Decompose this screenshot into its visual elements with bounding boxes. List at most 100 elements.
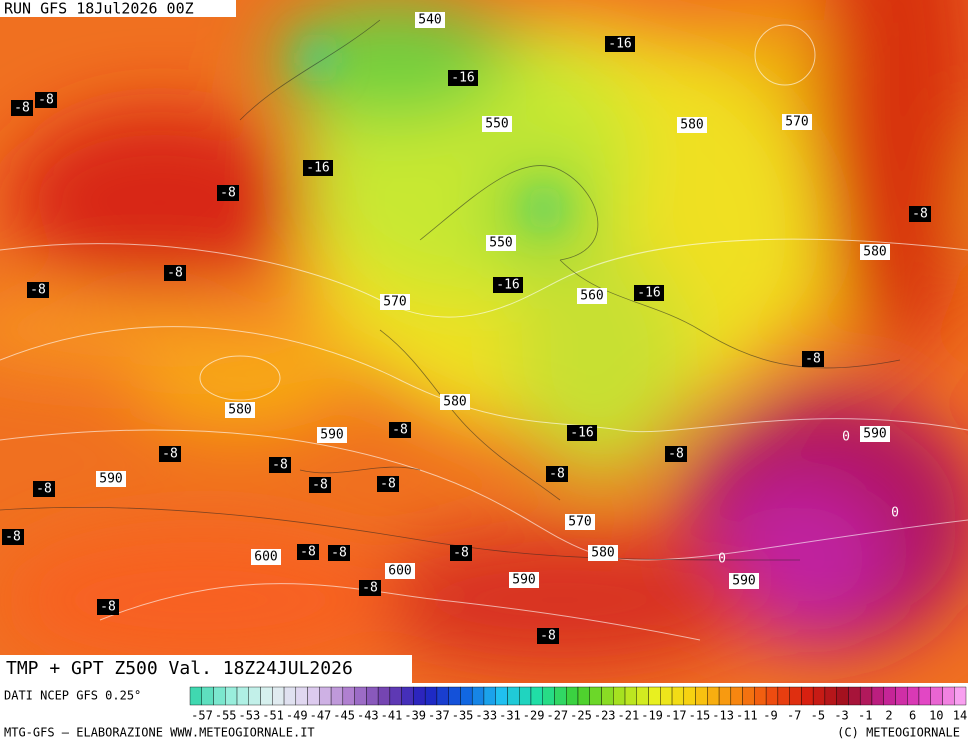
colorbar-label: -27: [546, 709, 568, 723]
colorbar-swatch: [213, 686, 226, 706]
height-label: 590: [512, 573, 535, 588]
colorbar-swatch: [765, 686, 779, 706]
footer-title-box: [0, 655, 412, 683]
colorbar-label: -13: [712, 709, 734, 723]
colorbar-label: -39: [404, 709, 426, 723]
colorbar-swatch: [471, 686, 485, 706]
colorbar-swatch: [718, 686, 732, 706]
temperature-label-box: [605, 36, 635, 52]
map-labels: 540 550 580 570 550 560 580 570 580 580 590 590 590 5…: [2, 12, 931, 644]
height-label-box: [588, 545, 618, 561]
height-label-box: [225, 402, 255, 418]
height-label: 540: [418, 13, 441, 28]
temperature-label-box: [909, 206, 931, 222]
height-label-box: [440, 394, 470, 410]
colorbar-swatch: [812, 686, 826, 706]
colorbar-swatch: [777, 686, 790, 706]
colorbar-swatch: [507, 686, 520, 706]
temperature-label-box: [164, 265, 186, 281]
temperature-label: -16: [637, 286, 660, 301]
coastlines: [0, 19, 901, 561]
colorbar-swatch: [789, 686, 802, 706]
colorbar-label: -47: [310, 709, 332, 723]
colorbar-swatch: [848, 686, 861, 706]
colorbar-swatch: [295, 686, 308, 706]
colorbar-swatch: [907, 686, 920, 706]
colorbar-swatch: [942, 686, 955, 706]
height-label: 590: [732, 574, 755, 589]
temperature-label: -16: [608, 37, 631, 52]
colorbar-swatch: [483, 686, 496, 706]
height-label-box: [96, 471, 126, 487]
height-label: 580: [863, 245, 886, 260]
colorbar-label: -37: [428, 709, 450, 723]
run-label: RUN GFS 18Jul2026 00Z: [4, 0, 194, 18]
temperature-label: -16: [451, 71, 474, 86]
temperature-label: -8: [805, 352, 821, 367]
colorbar-swatch: [236, 686, 249, 706]
temperature-label-box: [269, 457, 291, 473]
colorbar-swatch: [330, 686, 344, 706]
height-label-box: [486, 235, 516, 251]
temperature-label-box: [448, 70, 478, 86]
colorbar-swatch: [836, 686, 849, 706]
temperature-label-box: [389, 422, 411, 438]
height-label: 560: [580, 289, 603, 304]
colorbar-swatch: [448, 686, 461, 706]
colorbar-swatch: [883, 686, 896, 706]
colorbar-label: -43: [357, 709, 379, 723]
colorbar-label: -9: [763, 709, 777, 723]
zero-label: 0: [842, 430, 850, 445]
temperature-label-box: [309, 477, 331, 493]
colorbar-swatch: [530, 686, 543, 706]
temperature-label: -16: [570, 426, 593, 441]
copyright: (C) METEOGIORNALE: [837, 726, 960, 740]
product-title: TMP + GPT Z500 Val. 18Z24JUL2026: [6, 658, 353, 679]
colorbar-swatch: [319, 686, 332, 706]
colorbar-label: -41: [381, 709, 403, 723]
temperature-label: -8: [912, 207, 928, 222]
colorbar-swatch: [542, 686, 555, 706]
colorbar-swatch: [801, 686, 814, 706]
cold-cores: [304, 44, 557, 220]
colorbar: -57 -55 -53 -51 -49 -47 -45 -43 -41 -39 -37 -35 -33-…: [189, 686, 967, 723]
height-label: 550: [489, 236, 512, 251]
colorbar-label: 2: [885, 709, 892, 723]
colorbar-swatch: [577, 686, 590, 706]
colorbar-label: 10: [929, 709, 943, 723]
height-label: 580: [443, 395, 466, 410]
colorbar-label: -57: [191, 709, 213, 723]
colorbar-swatch: [342, 686, 355, 706]
colorbar-swatch: [260, 686, 273, 706]
colorbar-swatch: [248, 686, 261, 706]
temperature-label-box: [802, 351, 824, 367]
colorbar-label: -21: [618, 709, 640, 723]
temperature-label-box: [11, 100, 33, 116]
temperature-label: -8: [312, 478, 328, 493]
height-label: 590: [320, 428, 343, 443]
colorbar-swatch: [707, 686, 720, 706]
colorbar-label: -3: [834, 709, 848, 723]
colorbar-label: -45: [333, 709, 355, 723]
height-label: 570: [568, 515, 591, 530]
temperature-label-box: [35, 92, 57, 108]
temperature-label: -8: [362, 581, 378, 596]
temperature-label: -8: [5, 530, 21, 545]
colorbar-label: 6: [909, 709, 916, 723]
height-label-box: [380, 294, 410, 310]
colorbar-swatch: [201, 686, 214, 706]
colorbar-label: -53: [239, 709, 261, 723]
height-label-box: [577, 288, 607, 304]
colorbar-swatch: [283, 686, 297, 706]
temperature-label: -8: [100, 600, 116, 615]
temperature-label: -8: [220, 186, 236, 201]
colorbar-swatch: [730, 686, 743, 706]
colorbar-label: -29: [523, 709, 545, 723]
temperature-label: -8: [380, 477, 396, 492]
colorbar-swatch: [413, 686, 426, 706]
credits: MTG-GFS – ELABORAZIONE WWW.METEOGIORNALE…: [4, 726, 315, 740]
temperature-label-box: [33, 481, 55, 497]
temperature-label: -8: [38, 93, 54, 108]
colorbar-swatch: [671, 686, 685, 706]
